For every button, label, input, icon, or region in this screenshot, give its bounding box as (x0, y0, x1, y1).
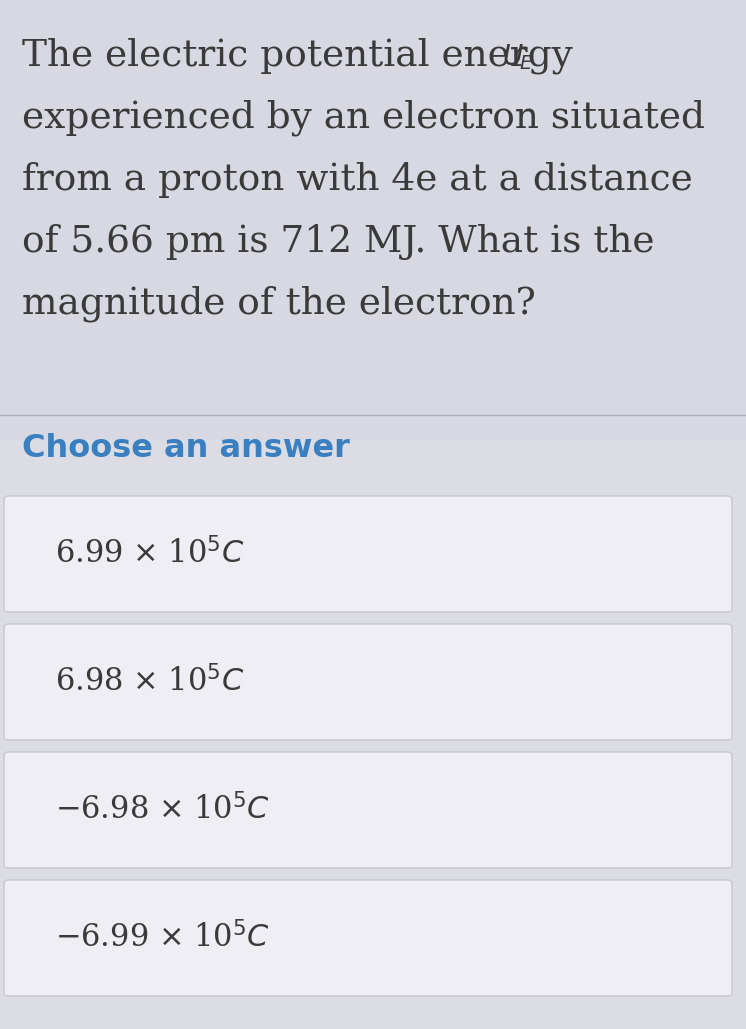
FancyBboxPatch shape (4, 624, 732, 740)
Text: The electric potential energy: The electric potential energy (22, 38, 597, 74)
Text: of 5.66 pm is 712 MJ. What is the: of 5.66 pm is 712 MJ. What is the (22, 224, 654, 260)
Text: magnitude of the electron?: magnitude of the electron? (22, 286, 536, 322)
FancyBboxPatch shape (4, 752, 732, 868)
Text: experienced by an electron situated: experienced by an electron situated (22, 100, 705, 137)
Text: −6.98 $\times$ 10$^5$$\it{C}$: −6.98 $\times$ 10$^5$$\it{C}$ (55, 793, 270, 826)
FancyBboxPatch shape (4, 496, 732, 612)
Text: 6.99 $\times$ 10$^5$$\it{C}$: 6.99 $\times$ 10$^5$$\it{C}$ (55, 538, 245, 570)
Bar (0, 0, 746, 440)
Text: Choose an answer: Choose an answer (22, 433, 350, 464)
Text: $U_{\!E}$: $U_{\!E}$ (502, 42, 533, 72)
FancyBboxPatch shape (4, 880, 732, 996)
Text: 6.98 $\times$ 10$^5$$\it{C}$: 6.98 $\times$ 10$^5$$\it{C}$ (55, 666, 245, 699)
Text: −6.99 $\times$ 10$^5$$\it{C}$: −6.99 $\times$ 10$^5$$\it{C}$ (55, 922, 270, 954)
Text: from a proton with 4e at a distance: from a proton with 4e at a distance (22, 162, 693, 198)
